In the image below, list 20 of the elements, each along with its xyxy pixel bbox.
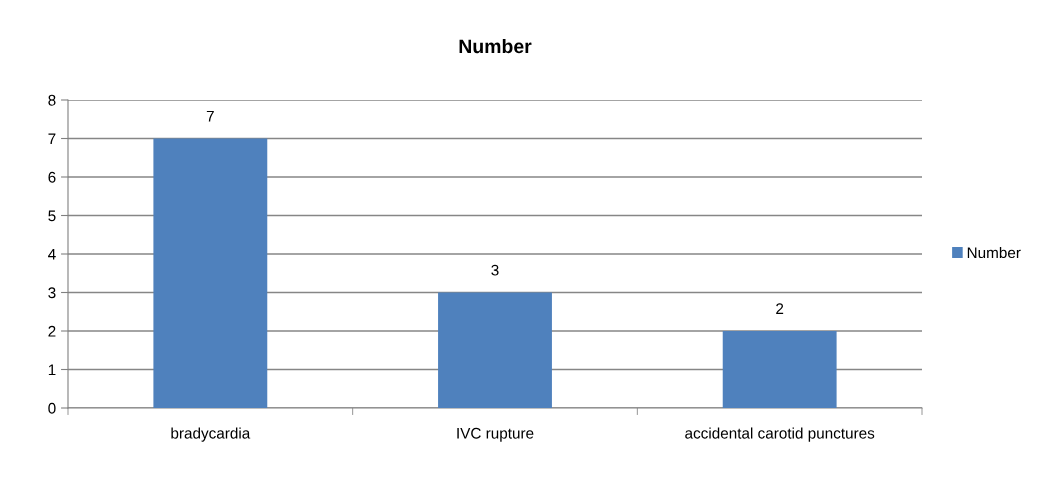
data-label: 2	[776, 303, 784, 314]
y-tick-label: 6	[48, 171, 56, 183]
chart-title: Number	[459, 38, 532, 54]
y-tick-label: 4	[48, 249, 56, 260]
y-tick-label: 8	[48, 94, 56, 106]
bar	[438, 292, 552, 408]
legend-label: Number	[967, 246, 1021, 259]
x-tick-label: bradycardia	[171, 427, 251, 442]
y-tick-label: 3	[48, 287, 56, 299]
y-tick-label: 5	[48, 210, 56, 222]
y-tick-label: 1	[48, 364, 56, 376]
y-tick-label: 2	[48, 325, 56, 337]
x-tick-label: accidental carotid punctures	[685, 427, 875, 442]
bar	[722, 331, 837, 408]
y-tick-label: 7	[48, 133, 56, 145]
y-tick-label: 0	[48, 402, 56, 414]
data-label: 3	[491, 264, 499, 276]
x-tick-label: IVC rupture	[457, 427, 534, 442]
data-label: 7	[206, 110, 214, 122]
bar	[153, 138, 268, 408]
